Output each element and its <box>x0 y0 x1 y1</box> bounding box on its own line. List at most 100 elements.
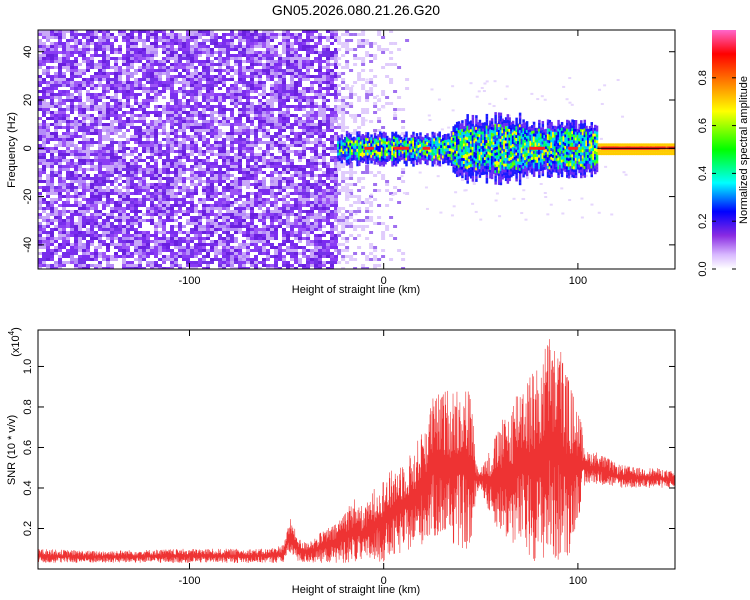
spectrogram-cell <box>202 258 206 261</box>
spectrogram-cell <box>330 87 334 90</box>
spectrogram-cell <box>198 150 202 153</box>
spectrogram-cell <box>114 231 118 234</box>
spectrogram-cell <box>345 66 350 69</box>
spectrogram-cell <box>126 51 130 54</box>
spectrogram-cell <box>150 33 154 36</box>
spectrogram-cell <box>70 48 74 51</box>
spectrogram-cell <box>138 120 142 123</box>
spectrogram-cell <box>58 51 62 54</box>
spectrogram-cell <box>266 174 270 177</box>
spectrogram-cell <box>178 207 182 210</box>
spectrogram-cell <box>118 90 122 93</box>
spectrogram-cell <box>166 174 170 177</box>
spectrogram-cell <box>326 129 330 132</box>
spectrogram-cell <box>345 63 350 66</box>
spectrogram-cell <box>286 168 290 171</box>
spectrogram-cell <box>210 174 214 177</box>
spectrogram-cell <box>110 132 114 135</box>
spectrogram-cell <box>46 201 50 204</box>
spectrogram-cell <box>102 267 106 269</box>
spectrogram-cell <box>226 171 230 174</box>
spectrogram-cell <box>66 108 70 111</box>
spectrogram-cell <box>278 198 282 201</box>
spectrogram-cell <box>298 264 302 267</box>
spectrogram-cell <box>174 192 178 195</box>
spectrogram-cell <box>182 210 186 213</box>
spectrogram-cell <box>46 141 50 144</box>
spectrogram-cell <box>186 255 190 258</box>
spectrogram-cell <box>86 186 90 189</box>
spectrogram-cell <box>174 141 178 144</box>
spectrogram-cell <box>162 84 166 87</box>
spectrogram-cell <box>206 114 210 117</box>
spectrogram-cell <box>310 195 314 198</box>
spectrogram-cell <box>202 141 206 144</box>
spectrogram-cell <box>341 189 346 192</box>
spectrogram-cell <box>238 258 242 261</box>
spectrogram-cell <box>106 198 110 201</box>
spectrogram-cell <box>102 222 106 225</box>
spectrogram-cell <box>134 72 138 75</box>
spectrogram-cell <box>250 159 254 162</box>
spectrogram-cell <box>126 240 130 243</box>
spectrogram-cell <box>210 93 214 96</box>
spectrogram-cell <box>98 30 102 33</box>
spectrogram-cell <box>66 183 70 186</box>
spectrogram-cell <box>102 180 106 183</box>
spectrogram-cell <box>186 126 190 129</box>
spectrogram-cell <box>353 228 358 231</box>
spectrogram-cell <box>345 51 350 54</box>
spectrogram-cell <box>222 165 226 168</box>
spectrogram-cell <box>286 264 290 267</box>
spectrogram-cell <box>250 261 254 264</box>
spectrogram-cell <box>170 243 174 246</box>
spectrogram-cell <box>250 222 254 225</box>
spectrogram-cell <box>110 123 114 126</box>
spectrogram-cell <box>246 105 250 108</box>
spectrogram-cell <box>238 45 242 48</box>
spectrogram-cell <box>158 150 162 153</box>
spectrogram-cell <box>234 207 238 210</box>
spectrogram-cell <box>214 135 218 138</box>
spectrogram-cell <box>278 123 282 126</box>
spectrogram-cell <box>345 126 350 129</box>
spectrogram-cell <box>318 81 322 84</box>
spectrogram-cell <box>314 180 318 183</box>
spectrogram-cell <box>246 171 250 174</box>
spectrogram-cell <box>130 201 134 204</box>
spectrogram-cell <box>46 132 50 135</box>
spectrogram-cell <box>146 156 150 159</box>
spectrogram-cell <box>294 39 298 42</box>
spectrogram-cell <box>94 267 98 269</box>
spectrogram-cell <box>238 132 242 135</box>
spectrogram-cell <box>330 93 334 96</box>
spectrogram-cell <box>306 135 310 138</box>
spectrogram-cell <box>174 93 178 96</box>
spectrogram-cell <box>114 57 118 60</box>
spectrogram-cell <box>58 198 62 201</box>
spectrogram-cell <box>126 33 130 36</box>
spectrogram-cell <box>98 180 102 183</box>
spectrogram-cell <box>142 99 146 102</box>
spectrogram-cell <box>337 252 342 255</box>
spectrogram-cell <box>134 84 138 87</box>
spectrogram-cell <box>42 252 46 255</box>
spectrogram-cell <box>182 78 186 81</box>
spectrogram-cell <box>198 138 202 141</box>
spectrogram-cell <box>90 87 94 90</box>
spectrogram-cell <box>266 129 270 132</box>
spectrogram-cell <box>190 99 194 102</box>
spectrogram-cell <box>326 90 330 93</box>
spectrogram-cell <box>66 150 70 153</box>
spectrogram-cell <box>142 255 146 258</box>
spectrogram-cell <box>150 204 154 207</box>
spectrogram-cell <box>330 111 334 114</box>
spectrogram-cell <box>142 144 146 147</box>
spectrogram-cell <box>290 72 294 75</box>
spectrogram-cell <box>318 156 322 159</box>
spectrogram-cell <box>314 78 318 81</box>
spectrogram-cell <box>58 114 62 117</box>
spectrogram-cell <box>50 228 54 231</box>
spectrogram-cell <box>146 75 150 78</box>
spectrogram-cell <box>174 234 178 237</box>
